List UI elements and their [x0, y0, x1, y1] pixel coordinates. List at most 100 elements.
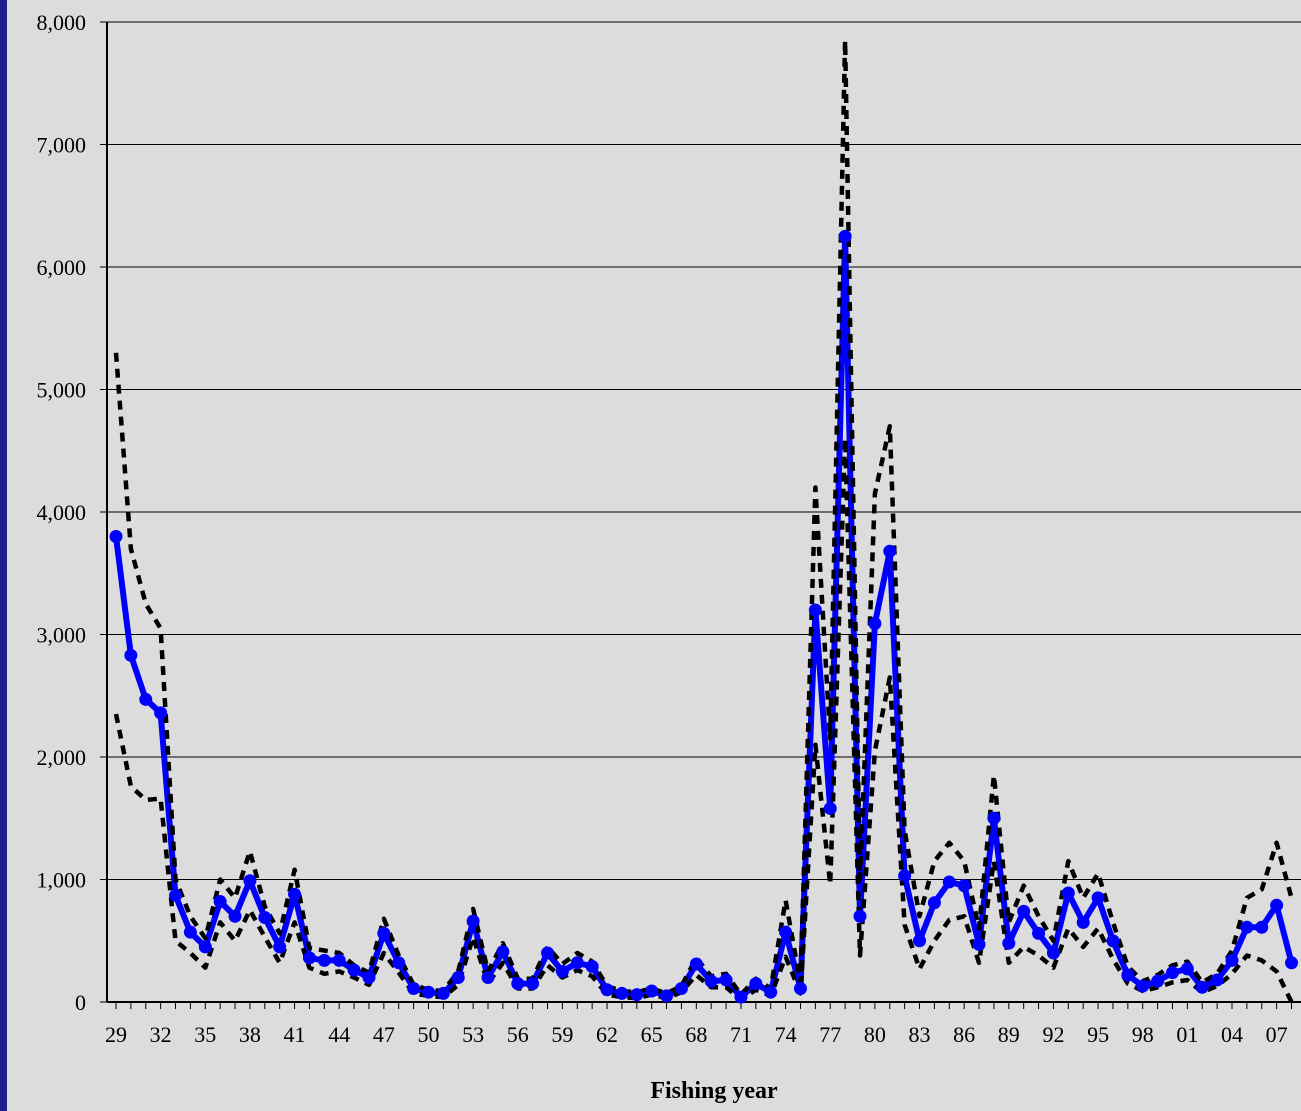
- estimate-point: [421, 985, 435, 999]
- estimate-point: [481, 971, 495, 984]
- estimate-point: [183, 925, 197, 939]
- estimate-point: [1017, 904, 1031, 918]
- estimate-point: [674, 982, 688, 996]
- y-tick-label: 2,000: [37, 745, 87, 770]
- estimate-point: [1136, 979, 1150, 993]
- estimate-point: [1061, 886, 1075, 900]
- estimate-point: [451, 971, 465, 984]
- x-tick-label: 38: [239, 1022, 261, 1047]
- estimate-point: [838, 229, 852, 243]
- estimate-point: [288, 887, 302, 901]
- estimate-point: [228, 909, 242, 923]
- estimate-point: [109, 530, 123, 543]
- y-tick-label: 5,000: [37, 378, 87, 403]
- lower-bound-line: [113, 436, 1294, 1003]
- x-tick-label: 68: [685, 1022, 707, 1047]
- x-tick-label: 89: [998, 1022, 1020, 1047]
- estimate-point: [704, 974, 718, 988]
- estimate-point: [1285, 956, 1299, 970]
- y-tick-label: 6,000: [37, 255, 87, 280]
- x-tick-label: 77: [819, 1022, 841, 1047]
- estimate-point: [1210, 973, 1224, 987]
- estimate-point: [823, 801, 837, 815]
- estimate-point: [1151, 974, 1165, 988]
- estimate-point: [347, 963, 361, 977]
- estimate-point: [927, 896, 941, 910]
- estimate-point: [436, 986, 450, 1000]
- x-tick-label: 62: [596, 1022, 618, 1047]
- estimate-point: [198, 940, 212, 954]
- axes: [100, 21, 1301, 1009]
- estimate-point: [734, 990, 748, 1004]
- estimate-point: [808, 603, 822, 617]
- estimate-point: [169, 888, 183, 902]
- estimate-point: [689, 957, 703, 971]
- estimate-point: [1180, 962, 1194, 976]
- x-tick-label: 07: [1266, 1022, 1288, 1047]
- estimate-point: [213, 895, 227, 909]
- x-tick-label: 50: [417, 1022, 439, 1047]
- estimate-point: [1225, 953, 1239, 967]
- y-tick-label: 4,000: [37, 500, 87, 525]
- estimate-point: [630, 988, 644, 1002]
- estimate-point: [407, 982, 421, 996]
- estimate-point: [496, 945, 510, 959]
- estimate-point: [1255, 920, 1269, 934]
- estimate-point: [511, 977, 525, 991]
- estimate-point: [555, 964, 569, 978]
- estimate-point: [987, 811, 1001, 825]
- estimate-point: [868, 616, 882, 630]
- estimate-point: [898, 869, 912, 883]
- estimate-point: [273, 940, 287, 954]
- estimate-point: [1091, 891, 1105, 905]
- x-tick-label: 35: [194, 1022, 216, 1047]
- x-tick-label: 65: [641, 1022, 663, 1047]
- estimate-point: [541, 946, 555, 960]
- estimate-point: [526, 977, 540, 991]
- x-tick-label: 32: [150, 1022, 172, 1047]
- estimate-point: [913, 934, 927, 948]
- x-tick-label: 01: [1176, 1022, 1198, 1047]
- estimate-point: [793, 982, 807, 996]
- estimate-point: [1046, 946, 1060, 960]
- estimate-point: [466, 914, 480, 928]
- x-tick-label: 29: [105, 1022, 127, 1047]
- estimate-point: [764, 985, 778, 999]
- x-tick-label: 80: [864, 1022, 886, 1047]
- x-tick-label: 92: [1042, 1022, 1064, 1047]
- estimate-point: [600, 983, 614, 997]
- x-tick-label: 44: [328, 1022, 350, 1047]
- x-axis-title: Fishing year: [650, 1078, 778, 1104]
- estimate-point: [585, 959, 599, 973]
- estimate-point: [124, 648, 138, 662]
- y-tick-label: 3,000: [37, 623, 87, 648]
- estimate-point: [1240, 920, 1254, 934]
- estimate-point: [332, 953, 346, 967]
- estimate-point: [883, 544, 897, 558]
- estimate-point: [392, 956, 406, 970]
- estimate-markers: [109, 229, 1299, 1004]
- estimate-point: [362, 971, 376, 984]
- x-tick-label: 71: [730, 1022, 752, 1047]
- left-edge-bar: [0, 0, 7, 1111]
- estimate-point: [749, 977, 763, 991]
- estimate-point: [972, 937, 986, 951]
- x-tick-label: 41: [284, 1022, 306, 1047]
- y-tick-label: 7,000: [37, 133, 87, 158]
- estimate-point: [258, 910, 272, 924]
- estimate-point: [1032, 926, 1046, 940]
- estimate-point: [779, 925, 793, 939]
- estimate-point: [1195, 980, 1209, 994]
- estimate-point: [570, 956, 584, 970]
- estimate-point: [719, 973, 733, 987]
- x-tick-label: 86: [953, 1022, 975, 1047]
- x-tick-label: 53: [462, 1022, 484, 1047]
- x-tick-label: 59: [551, 1022, 573, 1047]
- estimate-point: [1106, 934, 1120, 948]
- estimate-point: [139, 692, 153, 706]
- y-tick-labels: 0 1,000 2,000 3,000 4,000 5,000 6,000 7,000 8,00…: [37, 10, 87, 1015]
- x-tick-label: 98: [1132, 1022, 1154, 1047]
- estimate-point: [660, 989, 674, 1003]
